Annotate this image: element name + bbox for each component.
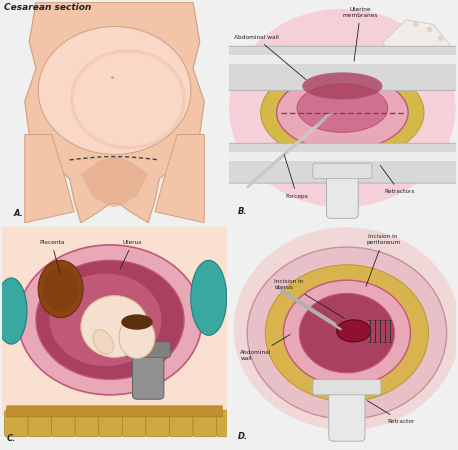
Ellipse shape — [303, 73, 382, 99]
Ellipse shape — [229, 9, 456, 207]
Text: B.: B. — [238, 207, 248, 216]
Text: Retractor: Retractor — [367, 400, 415, 424]
Text: Forceps: Forceps — [284, 155, 308, 199]
Ellipse shape — [121, 315, 153, 330]
Ellipse shape — [38, 260, 83, 318]
Ellipse shape — [277, 75, 408, 150]
Text: Cesarean section: Cesarean section — [4, 3, 91, 12]
FancyBboxPatch shape — [218, 152, 458, 161]
FancyBboxPatch shape — [126, 342, 170, 357]
Polygon shape — [25, 135, 74, 223]
FancyBboxPatch shape — [313, 379, 381, 395]
Ellipse shape — [93, 330, 114, 354]
Ellipse shape — [49, 274, 162, 366]
Ellipse shape — [299, 293, 394, 373]
Text: Abdominal wall: Abdominal wall — [234, 35, 306, 80]
Ellipse shape — [261, 64, 424, 161]
FancyBboxPatch shape — [329, 384, 365, 441]
Polygon shape — [25, 2, 204, 223]
Ellipse shape — [38, 27, 191, 154]
Ellipse shape — [18, 245, 202, 395]
Ellipse shape — [43, 267, 79, 311]
FancyBboxPatch shape — [213, 46, 458, 90]
Text: Incision in
peritoneum: Incision in peritoneum — [366, 234, 400, 286]
Polygon shape — [81, 157, 148, 207]
FancyBboxPatch shape — [213, 144, 458, 183]
FancyBboxPatch shape — [169, 410, 193, 436]
Ellipse shape — [337, 320, 371, 342]
Text: Retractors: Retractors — [380, 166, 415, 194]
Polygon shape — [383, 20, 451, 81]
Ellipse shape — [234, 227, 458, 430]
Ellipse shape — [119, 316, 155, 359]
FancyBboxPatch shape — [7, 406, 222, 417]
FancyBboxPatch shape — [52, 410, 75, 436]
Text: Incision in
uterus: Incision in uterus — [274, 279, 344, 319]
Text: Placenta: Placenta — [39, 240, 65, 273]
Text: Uterine
membranes: Uterine membranes — [343, 7, 378, 61]
FancyBboxPatch shape — [217, 410, 240, 436]
FancyBboxPatch shape — [132, 346, 164, 399]
Ellipse shape — [265, 265, 429, 401]
Text: C.: C. — [7, 434, 16, 443]
Ellipse shape — [297, 84, 387, 132]
Text: A.: A. — [14, 209, 23, 218]
Text: Uterus: Uterus — [120, 240, 142, 269]
FancyBboxPatch shape — [75, 410, 99, 436]
Ellipse shape — [191, 260, 227, 335]
FancyBboxPatch shape — [5, 410, 28, 436]
Polygon shape — [155, 135, 204, 223]
FancyBboxPatch shape — [218, 55, 458, 64]
Ellipse shape — [247, 247, 447, 419]
Ellipse shape — [81, 296, 148, 357]
Ellipse shape — [284, 280, 410, 386]
Text: D.: D. — [238, 432, 248, 441]
FancyBboxPatch shape — [193, 410, 217, 436]
FancyBboxPatch shape — [122, 410, 146, 436]
FancyBboxPatch shape — [2, 227, 227, 415]
Text: Abdominal
wall: Abdominal wall — [240, 334, 290, 360]
Ellipse shape — [0, 278, 27, 344]
FancyBboxPatch shape — [146, 410, 169, 436]
Ellipse shape — [36, 260, 184, 379]
FancyBboxPatch shape — [313, 163, 372, 179]
FancyBboxPatch shape — [327, 166, 358, 218]
FancyBboxPatch shape — [99, 410, 122, 436]
FancyBboxPatch shape — [28, 410, 52, 436]
